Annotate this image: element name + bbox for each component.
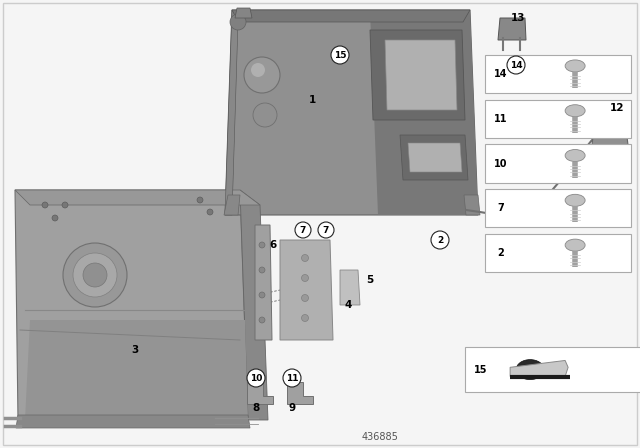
Circle shape [63, 243, 127, 307]
Polygon shape [235, 8, 252, 18]
FancyBboxPatch shape [485, 234, 631, 272]
Circle shape [431, 231, 449, 249]
Circle shape [295, 222, 311, 238]
Polygon shape [408, 143, 462, 172]
Circle shape [253, 103, 277, 127]
Circle shape [42, 202, 48, 208]
Text: 5: 5 [366, 275, 374, 285]
Text: 8: 8 [252, 403, 260, 413]
Circle shape [259, 292, 265, 298]
Ellipse shape [565, 60, 585, 72]
Text: 7: 7 [323, 225, 329, 234]
Circle shape [301, 275, 308, 281]
Circle shape [290, 373, 300, 383]
Circle shape [259, 317, 265, 323]
Text: 10: 10 [494, 159, 508, 168]
Polygon shape [592, 120, 628, 145]
Text: 14: 14 [494, 69, 508, 79]
Polygon shape [400, 135, 468, 180]
Text: 12: 12 [610, 103, 624, 113]
Circle shape [507, 56, 525, 74]
Polygon shape [25, 320, 248, 420]
Polygon shape [15, 190, 248, 420]
Text: 2: 2 [437, 236, 443, 245]
Circle shape [301, 314, 308, 322]
Polygon shape [464, 195, 480, 215]
Polygon shape [232, 10, 470, 22]
Text: 11: 11 [285, 374, 298, 383]
Polygon shape [280, 240, 333, 340]
Polygon shape [370, 10, 478, 215]
Circle shape [52, 215, 58, 221]
Text: 14: 14 [509, 60, 522, 69]
Text: 436885: 436885 [362, 432, 399, 442]
Polygon shape [287, 382, 313, 404]
Text: 7: 7 [498, 203, 504, 213]
Text: 6: 6 [269, 240, 276, 250]
Polygon shape [255, 225, 272, 340]
Circle shape [251, 63, 265, 77]
Circle shape [301, 254, 308, 262]
Text: 15: 15 [474, 365, 488, 375]
Polygon shape [370, 30, 465, 120]
Circle shape [197, 197, 203, 203]
Polygon shape [240, 190, 268, 420]
Circle shape [250, 373, 260, 383]
Circle shape [247, 369, 265, 387]
Circle shape [598, 126, 606, 134]
Polygon shape [225, 10, 238, 215]
Circle shape [301, 294, 308, 302]
Polygon shape [15, 190, 260, 205]
FancyBboxPatch shape [485, 145, 631, 183]
Text: 13: 13 [511, 13, 525, 23]
Polygon shape [340, 270, 360, 305]
Text: 3: 3 [131, 345, 139, 355]
Text: 4: 4 [344, 300, 352, 310]
Circle shape [331, 46, 349, 64]
Text: 1: 1 [308, 95, 316, 105]
Text: 15: 15 [333, 51, 346, 60]
Text: 11: 11 [494, 114, 508, 124]
Ellipse shape [565, 194, 585, 207]
Text: 2: 2 [498, 248, 504, 258]
Text: 10: 10 [250, 374, 262, 383]
Polygon shape [16, 415, 250, 428]
Circle shape [73, 253, 117, 297]
FancyBboxPatch shape [485, 189, 631, 228]
Polygon shape [224, 195, 240, 215]
Polygon shape [584, 112, 590, 125]
Polygon shape [247, 382, 273, 404]
Circle shape [318, 222, 334, 238]
Circle shape [259, 267, 265, 273]
Circle shape [230, 14, 246, 30]
Ellipse shape [565, 150, 585, 162]
Text: 9: 9 [289, 403, 296, 413]
Circle shape [283, 369, 301, 387]
Circle shape [244, 57, 280, 93]
FancyBboxPatch shape [485, 100, 631, 138]
Circle shape [611, 126, 619, 134]
Polygon shape [498, 18, 526, 40]
FancyBboxPatch shape [485, 55, 631, 93]
Ellipse shape [565, 239, 585, 251]
Ellipse shape [565, 105, 585, 117]
FancyBboxPatch shape [465, 347, 640, 392]
Polygon shape [510, 361, 568, 376]
Text: 7: 7 [300, 225, 306, 234]
Circle shape [62, 202, 68, 208]
Polygon shape [225, 10, 478, 215]
Ellipse shape [516, 360, 544, 379]
Circle shape [207, 209, 213, 215]
Polygon shape [385, 40, 457, 110]
Circle shape [83, 263, 107, 287]
Circle shape [259, 242, 265, 248]
